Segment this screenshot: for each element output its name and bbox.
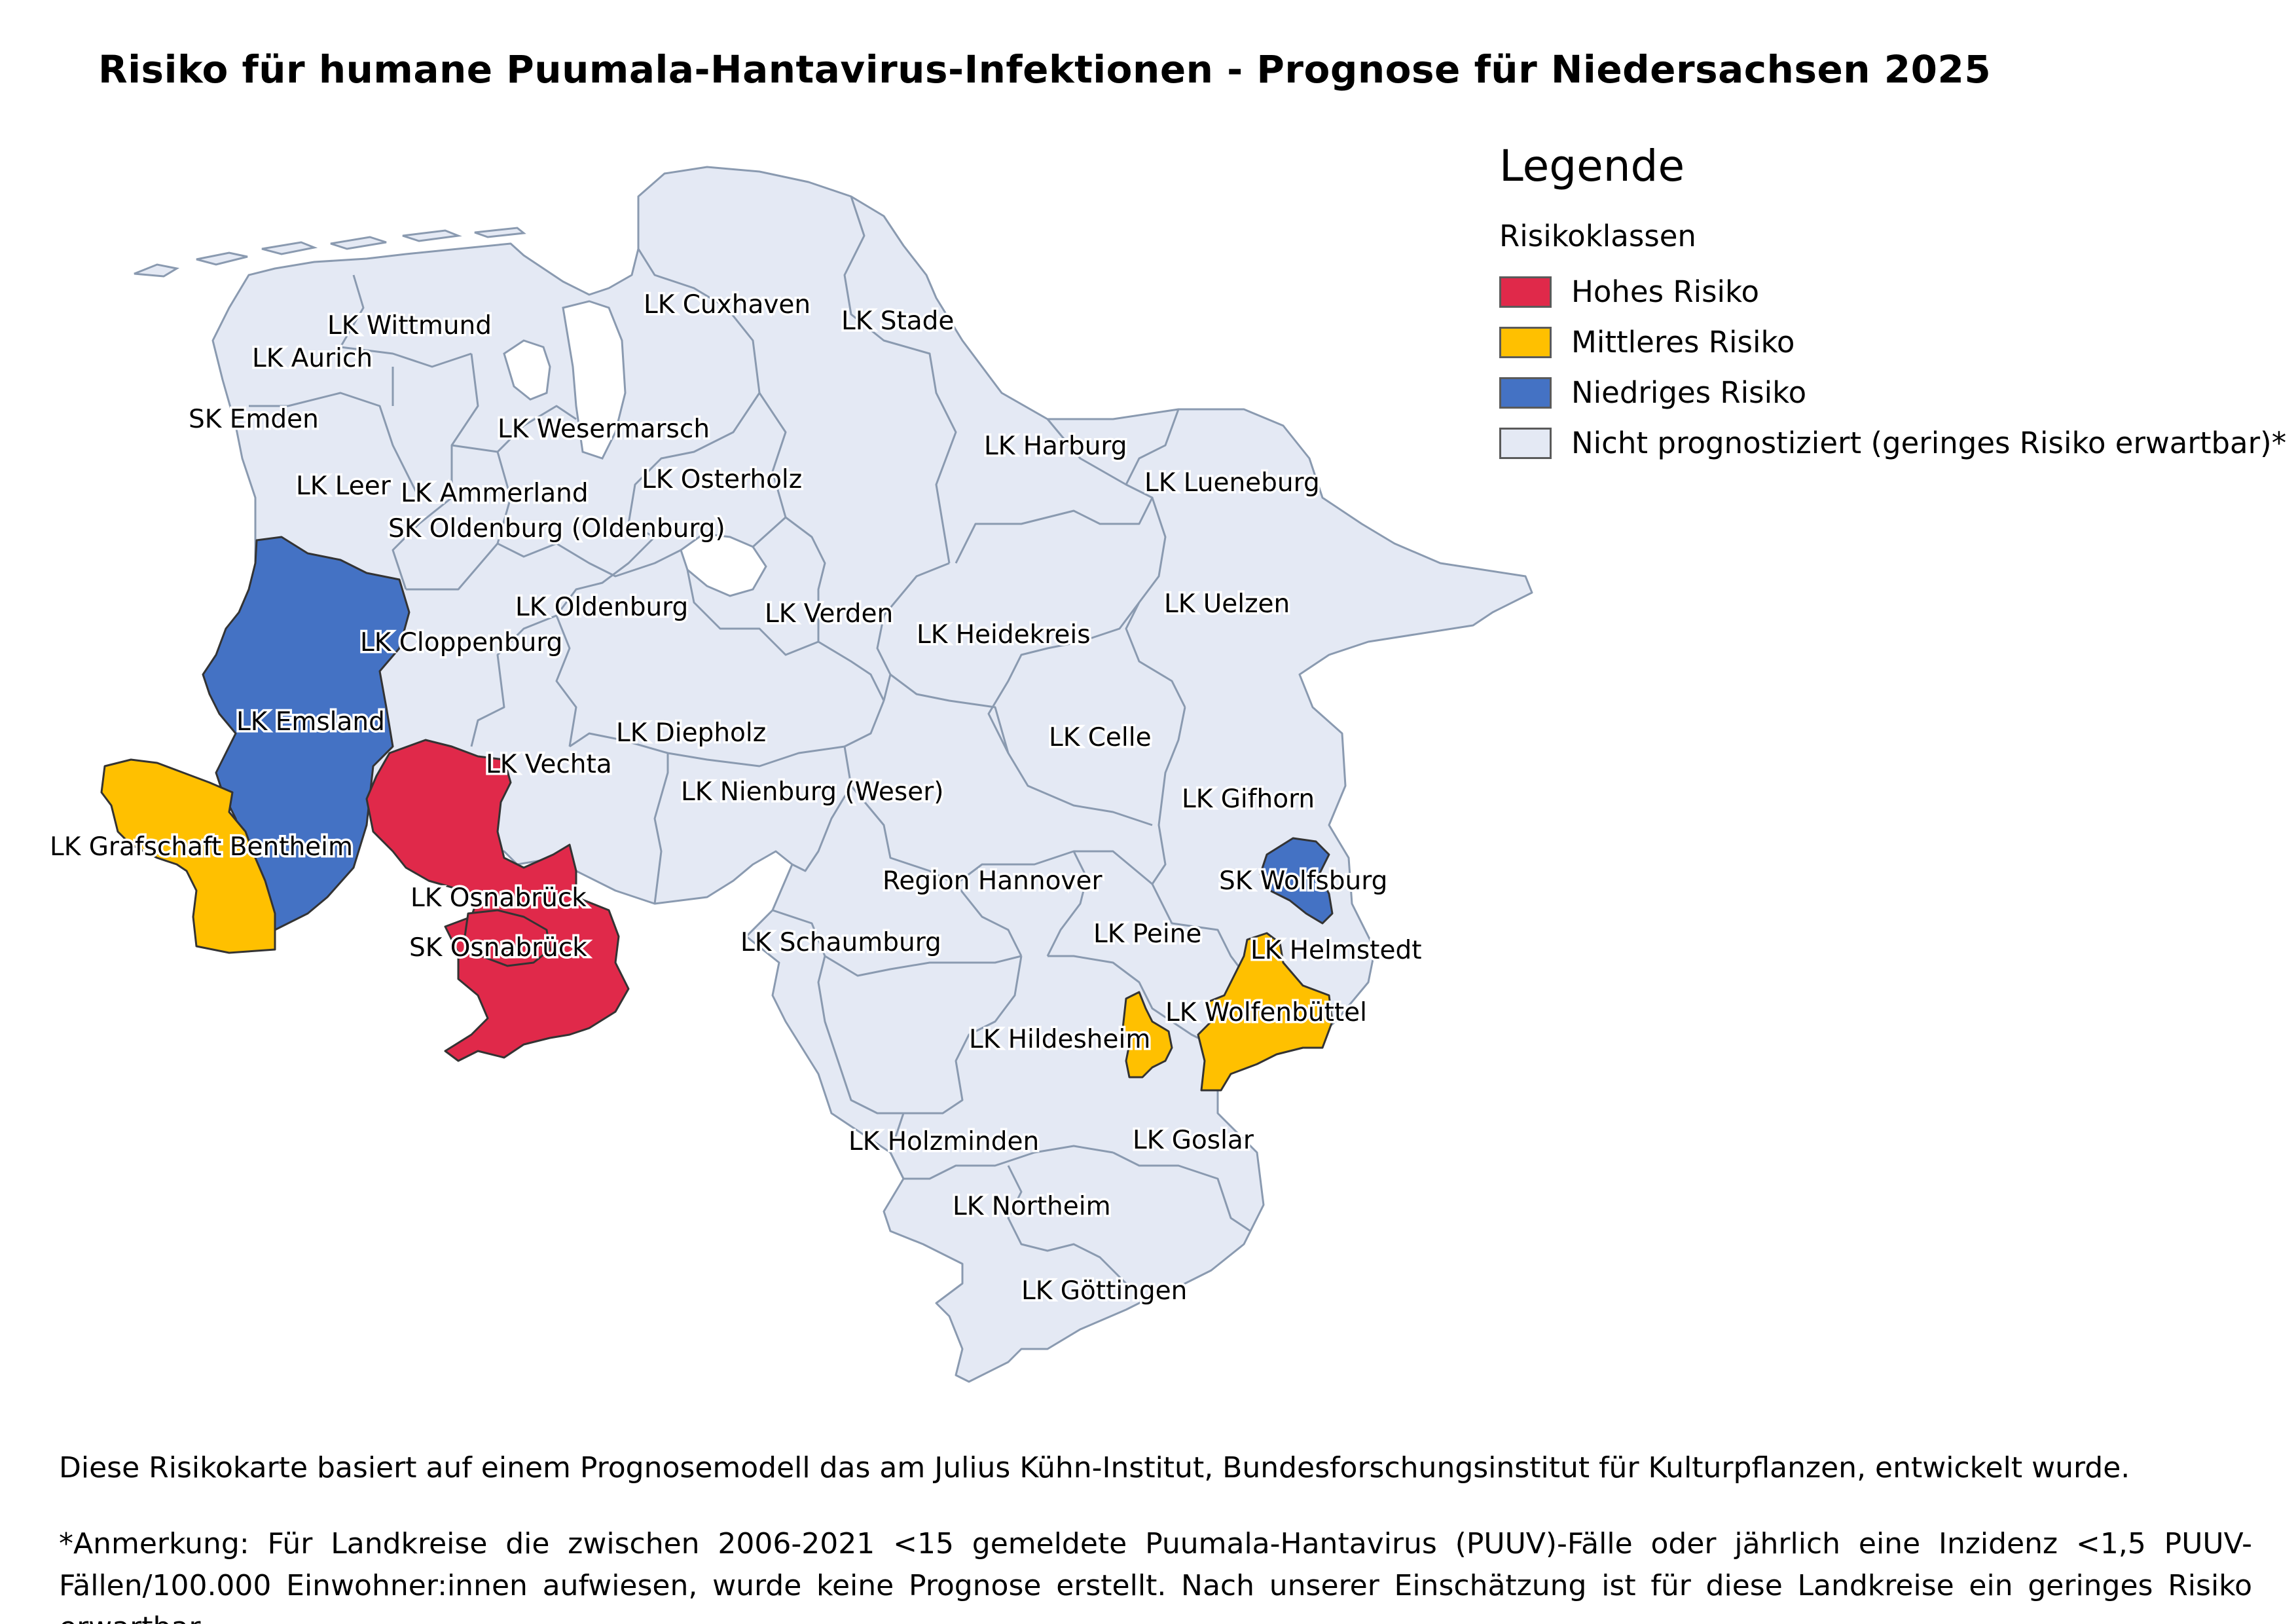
label-lk-holzminden: LK Holzminden [848, 1127, 1039, 1156]
legend-item-high: Hohes Risiko [1499, 267, 2286, 317]
label-lk-emsland: LK Emsland [236, 707, 385, 737]
label-lk-goslar: LK Goslar [1133, 1126, 1254, 1155]
label-lk-northeim: LK Northeim [953, 1192, 1111, 1221]
label-lk-gifhorn: LK Gifhorn [1182, 784, 1315, 814]
label-lk-grafschaft-bentheim: LK Grafschaft Bentheim [50, 832, 353, 862]
label-lk-harburg: LK Harburg [984, 432, 1127, 461]
legend-swatch-medium [1499, 326, 1552, 358]
label-lk-peine: LK Peine [1093, 919, 1201, 949]
label-lk-osnabrueck: LK Osnabrück [410, 883, 587, 913]
region-sk-osnabrueck [464, 909, 551, 967]
label-sk-osnabrueck: SK Osnabrück [409, 933, 587, 963]
label-sk-emden: SK Emden [189, 405, 319, 434]
label-lk-aurich: LK Aurich [252, 344, 373, 373]
region-lk-hildesheim-part [1121, 991, 1173, 1079]
district-boundaries [249, 196, 1252, 1285]
label-lk-ammerland: LK Ammerland [401, 479, 589, 508]
region-lk-osnabrueck [365, 739, 630, 1062]
legend-item-low: Niedriges Risiko [1499, 367, 2286, 418]
label-lk-celle: LK Celle [1049, 723, 1152, 752]
label-lk-oldenburg: LK Oldenburg [515, 593, 688, 622]
legend-item-medium: Mittleres Risiko [1499, 317, 2286, 367]
east-frisian-islands [134, 227, 526, 278]
label-lk-nienburg: LK Nienburg (Weser) [681, 777, 943, 807]
label-lk-verden: LK Verden [765, 599, 893, 629]
label-region-hannover: Region Hannover [883, 866, 1103, 896]
label-lk-schaumburg: LK Schaumburg [740, 928, 941, 957]
label-lk-hildesheim: LK Hildesheim [969, 1025, 1150, 1054]
label-sk-oldenburg: SK Oldenburg (Oldenburg) [388, 514, 725, 544]
label-lk-leer: LK Leer [296, 471, 392, 501]
legend-label-low: Niedriges Risiko [1571, 375, 1807, 410]
legend-label-medium: Mittleres Risiko [1571, 325, 1795, 360]
legend: Legende Risikoklassen Hohes Risiko Mittl… [1499, 141, 2286, 468]
label-lk-helmstedt: LK Helmstedt [1250, 936, 1422, 965]
label-lk-lueneburg: LK Lueneburg [1144, 468, 1320, 498]
footer-notes: Diese Risikokarte basiert auf einem Prog… [59, 1447, 2252, 1624]
label-lk-wittmund: LK Wittmund [327, 311, 492, 341]
legend-subtitle: Risikoklassen [1499, 219, 1696, 253]
legend-label-high: Hohes Risiko [1571, 274, 1760, 309]
jade-bay [503, 339, 551, 401]
legend-item-none: Nicht prognostiziert (geringes Risiko er… [1499, 418, 2286, 468]
bremen-enclave [680, 532, 767, 597]
footer-annotation-text: *Anmerkung: Für Landkreise die zwischen … [59, 1527, 2252, 1624]
label-lk-cuxhaven: LK Cuxhaven [644, 290, 811, 320]
region-lk-grafschaft-bentheim [100, 758, 276, 954]
legend-label-none: Nicht prognostiziert (geringes Risiko er… [1571, 426, 2287, 460]
label-lk-wolfenbuettel: LK Wolfenbüttel [1165, 998, 1367, 1027]
region-sk-wolfsburg [1259, 837, 1334, 925]
footer-source-text: Diese Risikokarte basiert auf einem Prog… [59, 1451, 2130, 1485]
label-lk-vechta: LK Vechta [486, 750, 612, 779]
label-lk-cloppenburg: LK Cloppenburg [360, 628, 562, 657]
legend-swatch-none [1499, 427, 1552, 459]
label-lk-osterholz: LK Osterholz [642, 465, 802, 494]
label-lk-stade: LK Stade [841, 306, 954, 336]
label-lk-uelzen: LK Uelzen [1164, 589, 1290, 619]
district-labels: LK Wittmund LK Aurich SK Emden LK Leer L… [48, 288, 1425, 1308]
label-lk-heidekreis: LK Heidekreis [917, 620, 1091, 650]
legend-swatch-low [1499, 377, 1552, 409]
region-lk-wolfenbuettel [1197, 932, 1334, 1092]
page-title: Risiko für humane Puumala-Hantavirus-Inf… [98, 47, 1992, 92]
label-lk-wesermarsch: LK Wesermarsch [498, 415, 710, 444]
label-sk-wolfsburg: SK Wolfsburg [1219, 866, 1387, 896]
label-lk-goettingen: LK Göttingen [1021, 1276, 1187, 1306]
weser-estuary [562, 300, 627, 460]
legend-swatch-high [1499, 276, 1552, 308]
label-lk-diepholz: LK Diepholz [616, 718, 766, 748]
legend-title: Legende [1499, 141, 1685, 191]
